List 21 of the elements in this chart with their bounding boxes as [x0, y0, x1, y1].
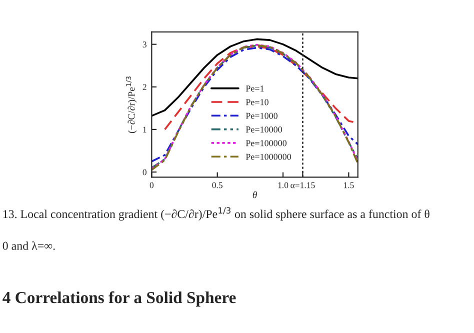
- x-tick-label: 1.0: [278, 182, 288, 188]
- y-tick-label: 2: [142, 84, 146, 90]
- y-tick-label: 1: [143, 126, 146, 133]
- legend-label: Pe=1: [246, 86, 264, 92]
- legend-label: Pe=10000: [246, 126, 282, 133]
- text: 4 Correlations for a Solid Sphere: [2, 291, 236, 307]
- x-tick-label: 1.5: [344, 182, 354, 188]
- y-tick-label: 3: [142, 42, 146, 48]
- x-tick-label: 0.5: [212, 182, 222, 188]
- y-tick-label: 0: [142, 169, 146, 176]
- y-axis-title: (−∂C/∂r)/Pe$^{1/3}$: [126, 76, 137, 134]
- legend-label: Pe=10: [246, 99, 268, 106]
- line-series: [152, 38, 358, 117]
- legend-label: Pe=100000: [246, 140, 287, 146]
- text: 13. Local concentration gradient (−∂C/∂r)/Pe$^{1/3}$ on solid sphere surface as a function of θ: [3, 207, 430, 221]
- x-tick-label: 0: [150, 182, 154, 188]
- x-tick-label: α=1.15: [290, 182, 315, 188]
- x-axis-title: θ: [252, 191, 257, 198]
- legend-label: Pe=1000000: [246, 154, 292, 160]
- text: 0 and λ=∞.: [2, 241, 55, 250]
- legend-label: Pe=1000: [246, 112, 278, 119]
